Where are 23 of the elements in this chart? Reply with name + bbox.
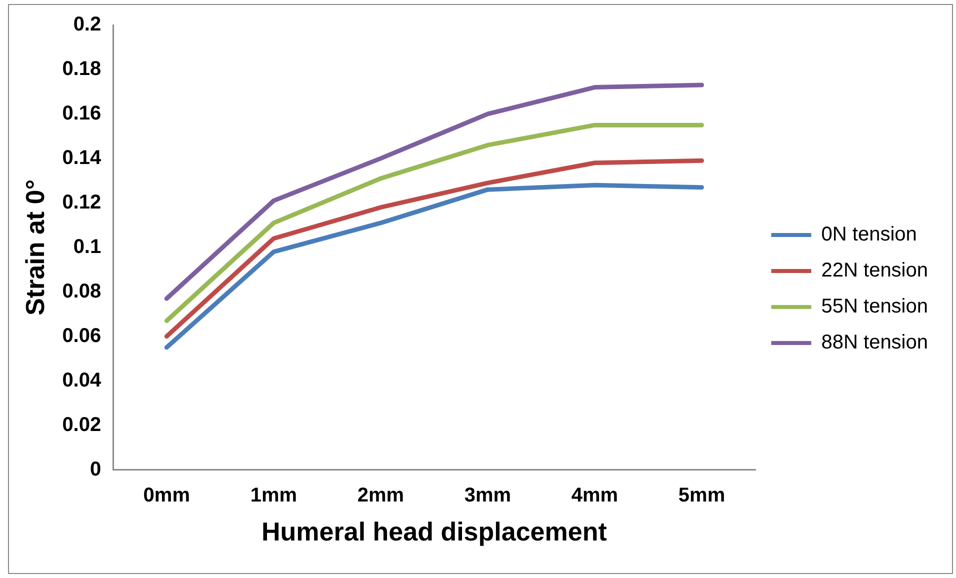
- y-tick-label: 0.14: [62, 146, 102, 169]
- y-tick-label: 0.16: [62, 102, 102, 124]
- legend-label: 0N tension: [821, 224, 917, 246]
- legend-label: 88N tension: [821, 332, 928, 354]
- x-tick-label: 2mm: [357, 484, 404, 506]
- y-tick-label: 0: [90, 458, 102, 480]
- x-tick-label: 3mm: [464, 484, 512, 506]
- y-tick-label: 0.12: [62, 191, 102, 214]
- y-axis-title: Strain at 0°: [20, 179, 50, 316]
- x-tick-label: 4mm: [571, 484, 618, 506]
- y-tick-label: 0.1: [73, 236, 102, 258]
- x-tick-label: 5mm: [678, 484, 726, 506]
- y-tick-label: 0.18: [62, 58, 102, 80]
- y-tick-label: 0.08: [62, 280, 102, 302]
- y-tick-label: 0.2: [73, 14, 102, 36]
- y-tick-label: 0.06: [62, 324, 102, 347]
- legend-label: 55N tension: [821, 296, 928, 318]
- y-tick-label: 0.04: [62, 369, 102, 392]
- y-tick-label: 0.02: [62, 414, 102, 436]
- x-axis-title: Humeral head displacement: [262, 516, 608, 547]
- x-tick-label: 0mm: [143, 484, 190, 506]
- x-tick-label: 1mm: [250, 484, 298, 506]
- legend-label: 22N tension: [821, 260, 928, 282]
